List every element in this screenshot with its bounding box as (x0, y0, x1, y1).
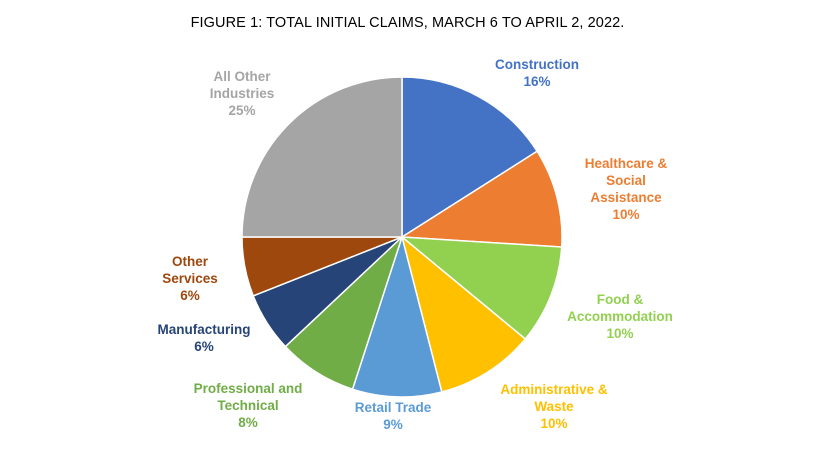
slice-percent: 6% (180, 288, 200, 303)
slice-label-food-and-accommodation: Food & Accommodation 10% (567, 291, 673, 342)
slice-percent: 25% (228, 103, 256, 118)
slice-percent: 8% (238, 415, 258, 430)
pie-slice-all-other-industries (241, 76, 403, 238)
pie-slice-administrative-and-waste (400, 234, 527, 393)
slice-label-healthcare-and-social-assistance: Healthcare & Social Assistance 10% (585, 155, 668, 223)
slice-category-line: Administrative & (500, 382, 608, 397)
slice-category-line: Services (162, 271, 218, 286)
slice-category-line: Retail Trade (354, 400, 432, 415)
slice-label-construction: Construction 16% (495, 56, 579, 90)
slice-label-other-services: Other Services 6% (162, 253, 218, 304)
slice-category-line: Healthcare & (584, 156, 668, 171)
slice-percent: 16% (523, 74, 551, 89)
slice-category-line: Manufacturing (157, 322, 251, 337)
slice-category-line: Other (171, 254, 208, 269)
slice-percent: 10% (612, 207, 640, 222)
pie-slice-retail-trade (351, 234, 443, 398)
slice-category-line: Technical (217, 398, 279, 413)
slice-label-professional-and-technical: Professional and Technical 8% (194, 380, 303, 431)
slice-label-manufacturing: Manufacturing 6% (158, 321, 251, 355)
slice-percent: 10% (540, 416, 568, 431)
slice-category-line: Construction (495, 57, 579, 72)
slice-label-retail-trade: Retail Trade 9% (355, 399, 432, 433)
slice-percent: 9% (383, 417, 403, 432)
slice-label-all-other-industries: All Other Industries 25% (210, 68, 275, 119)
slice-category-line: Assistance (590, 190, 662, 205)
slice-category-line: All Other (213, 69, 271, 84)
pie-slice-construction (401, 76, 539, 239)
slice-label-administrative-and-waste: Administrative & Waste 10% (500, 381, 607, 432)
slice-percent: 6% (194, 339, 214, 354)
slice-category-line: Waste (534, 399, 574, 414)
chart-title: FIGURE 1: TOTAL INITIAL CLAIMS, MARCH 6 … (190, 15, 625, 31)
pie-slice-healthcare-and-social-assistance (399, 150, 563, 248)
slice-category-line: Accommodation (567, 309, 673, 324)
pie-slice-food-and-accommodation (399, 236, 563, 341)
slice-category-line: Social (606, 173, 646, 188)
slice-category-line: Food & (596, 292, 644, 307)
slice-category-line: Professional and (193, 381, 303, 396)
slice-category-line: Industries (209, 86, 275, 101)
slice-percent: 10% (606, 326, 634, 341)
